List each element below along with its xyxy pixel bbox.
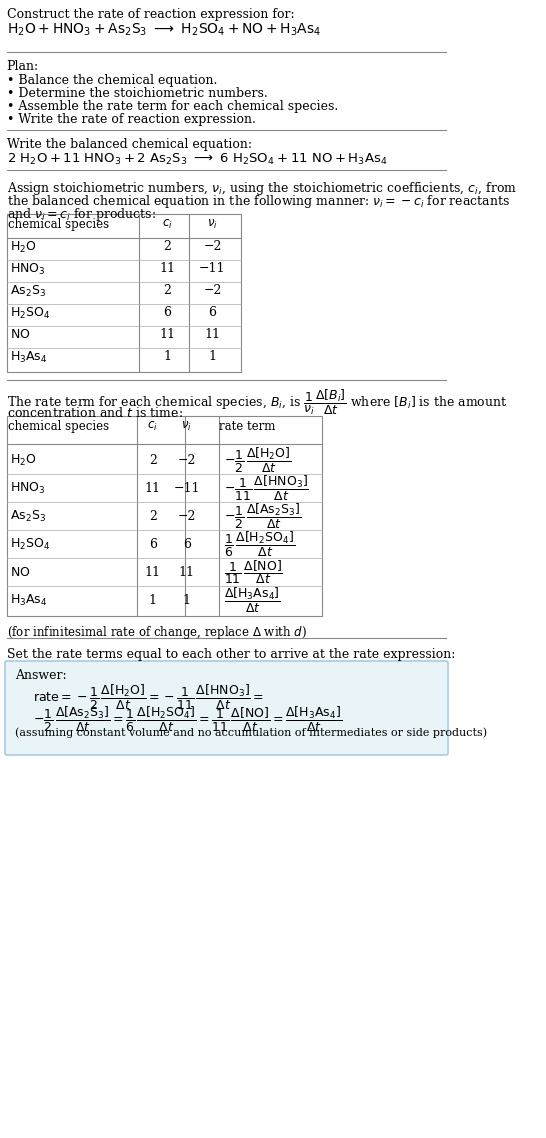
Text: $-\dfrac{1}{11}\,\dfrac{\Delta[\mathrm{HNO_3}]}{\Delta t}$: $-\dfrac{1}{11}\,\dfrac{\Delta[\mathrm{H… <box>224 473 309 503</box>
Text: $-\dfrac{1}{2}\,\dfrac{\Delta[\mathrm{H_2O}]}{\Delta t}$: $-\dfrac{1}{2}\,\dfrac{\Delta[\mathrm{H_… <box>224 445 292 475</box>
Text: $\mathrm{H_3As_4}$: $\mathrm{H_3As_4}$ <box>10 593 48 608</box>
Text: −2: −2 <box>203 284 222 297</box>
Text: $\mathrm{2\ H_2O + 11\ HNO_3 + 2\ As_2S_3 \ \longrightarrow \ 6\ H_2SO_4 + 11\ N: $\mathrm{2\ H_2O + 11\ HNO_3 + 2\ As_2S_… <box>7 152 387 167</box>
Text: $\dfrac{\Delta[\mathrm{H_3As_4}]}{\Delta t}$: $\dfrac{\Delta[\mathrm{H_3As_4}]}{\Delta… <box>224 585 281 615</box>
Text: 11: 11 <box>145 481 161 495</box>
Text: 11: 11 <box>204 328 221 341</box>
Text: $\mathrm{H_2SO_4}$: $\mathrm{H_2SO_4}$ <box>10 306 50 321</box>
Text: Write the balanced chemical equation:: Write the balanced chemical equation: <box>7 138 252 151</box>
Text: 6: 6 <box>209 306 216 319</box>
Text: $c_i$: $c_i$ <box>162 218 173 231</box>
Text: • Balance the chemical equation.: • Balance the chemical equation. <box>7 74 217 86</box>
Text: −2: −2 <box>177 510 196 522</box>
Text: $\mathrm{H_2SO_4}$: $\mathrm{H_2SO_4}$ <box>10 536 50 552</box>
Text: and $\nu_i = c_i$ for products:: and $\nu_i = c_i$ for products: <box>7 206 156 223</box>
Text: • Assemble the rate term for each chemical species.: • Assemble the rate term for each chemic… <box>7 100 338 113</box>
Text: chemical species: chemical species <box>8 218 109 231</box>
Text: −2: −2 <box>177 454 196 467</box>
Text: 1: 1 <box>149 594 157 607</box>
FancyBboxPatch shape <box>5 661 448 754</box>
Text: rate term: rate term <box>219 420 275 432</box>
Text: 1: 1 <box>164 351 171 363</box>
Text: 11: 11 <box>159 328 176 341</box>
Text: $\mathrm{NO}$: $\mathrm{NO}$ <box>10 328 31 341</box>
Text: (for infinitesimal rate of change, replace $\Delta$ with $d$): (for infinitesimal rate of change, repla… <box>7 624 307 641</box>
Text: Set the rate terms equal to each other to arrive at the rate expression:: Set the rate terms equal to each other t… <box>7 648 455 661</box>
Text: −2: −2 <box>203 240 222 253</box>
Bar <box>7 214 241 372</box>
Text: $\mathrm{H_2O}$: $\mathrm{H_2O}$ <box>10 240 37 255</box>
Text: 11: 11 <box>159 262 176 275</box>
Text: Answer:: Answer: <box>15 669 67 682</box>
Text: 6: 6 <box>164 306 171 319</box>
Text: $\mathrm{NO}$: $\mathrm{NO}$ <box>10 566 31 578</box>
Text: 11: 11 <box>145 566 161 578</box>
Text: the balanced chemical equation in the following manner: $\nu_i = -c_i$ for react: the balanced chemical equation in the fo… <box>7 193 510 211</box>
Text: $\dfrac{1}{11}\,\dfrac{\Delta[\mathrm{NO}]}{\Delta t}$: $\dfrac{1}{11}\,\dfrac{\Delta[\mathrm{NO… <box>224 558 283 586</box>
Text: $\mathrm{As_2S_3}$: $\mathrm{As_2S_3}$ <box>10 509 46 523</box>
Text: $-\dfrac{1}{2}\,\dfrac{\Delta[\mathrm{As_2S_3}]}{\Delta t} = \dfrac{1}{6}\,\dfra: $-\dfrac{1}{2}\,\dfrac{\Delta[\mathrm{As… <box>33 706 342 734</box>
Bar <box>7 417 322 616</box>
Text: 2: 2 <box>149 510 157 522</box>
Text: chemical species: chemical species <box>8 420 109 432</box>
Text: Construct the rate of reaction expression for:: Construct the rate of reaction expressio… <box>7 8 294 20</box>
Text: $\nu_i$: $\nu_i$ <box>181 420 192 434</box>
Text: $-\dfrac{1}{2}\,\dfrac{\Delta[\mathrm{As_2S_3}]}{\Delta t}$: $-\dfrac{1}{2}\,\dfrac{\Delta[\mathrm{As… <box>224 502 301 530</box>
Text: $\nu_i$: $\nu_i$ <box>207 218 218 231</box>
Text: Assign stoichiometric numbers, $\nu_i$, using the stoichiometric coefficients, $: Assign stoichiometric numbers, $\nu_i$, … <box>7 180 517 197</box>
Text: 2: 2 <box>164 240 171 253</box>
Text: $\mathrm{HNO_3}$: $\mathrm{HNO_3}$ <box>10 262 45 277</box>
Text: 11: 11 <box>179 566 195 578</box>
Text: • Write the rate of reaction expression.: • Write the rate of reaction expression. <box>7 113 256 126</box>
Text: 1: 1 <box>209 351 216 363</box>
Text: (assuming constant volume and no accumulation of intermediates or side products): (assuming constant volume and no accumul… <box>15 727 487 737</box>
Text: The rate term for each chemical species, $B_i$, is $\dfrac{1}{\nu_i}\dfrac{\Delt: The rate term for each chemical species,… <box>7 388 507 418</box>
Text: $\dfrac{1}{6}\,\dfrac{\Delta[\mathrm{H_2SO_4}]}{\Delta t}$: $\dfrac{1}{6}\,\dfrac{\Delta[\mathrm{H_2… <box>224 529 295 559</box>
Text: $\mathrm{H_2O}$: $\mathrm{H_2O}$ <box>10 453 37 468</box>
Text: 2: 2 <box>149 454 157 467</box>
Text: 1: 1 <box>183 594 191 607</box>
Text: −11: −11 <box>199 262 225 275</box>
Text: −11: −11 <box>174 481 200 495</box>
Text: 6: 6 <box>183 537 191 551</box>
Text: $c_i$: $c_i$ <box>147 420 158 434</box>
Text: 2: 2 <box>164 284 171 297</box>
Text: • Determine the stoichiometric numbers.: • Determine the stoichiometric numbers. <box>7 86 268 100</box>
Text: $\mathrm{H_2O + HNO_3 + As_2S_3 \ \longrightarrow \ H_2SO_4 + NO + H_3As_4}$: $\mathrm{H_2O + HNO_3 + As_2S_3 \ \longr… <box>7 22 321 39</box>
Text: 6: 6 <box>149 537 157 551</box>
Text: $\mathrm{HNO_3}$: $\mathrm{HNO_3}$ <box>10 480 45 495</box>
Text: concentration and $t$ is time:: concentration and $t$ is time: <box>7 406 182 420</box>
Text: Plan:: Plan: <box>7 60 39 73</box>
Text: $\mathrm{rate} = -\dfrac{1}{2}\,\dfrac{\Delta[\mathrm{H_2O}]}{\Delta t} = -\dfra: $\mathrm{rate} = -\dfrac{1}{2}\,\dfrac{\… <box>33 683 264 712</box>
Text: $\mathrm{As_2S_3}$: $\mathrm{As_2S_3}$ <box>10 284 46 299</box>
Text: $\mathrm{H_3As_4}$: $\mathrm{H_3As_4}$ <box>10 351 48 365</box>
